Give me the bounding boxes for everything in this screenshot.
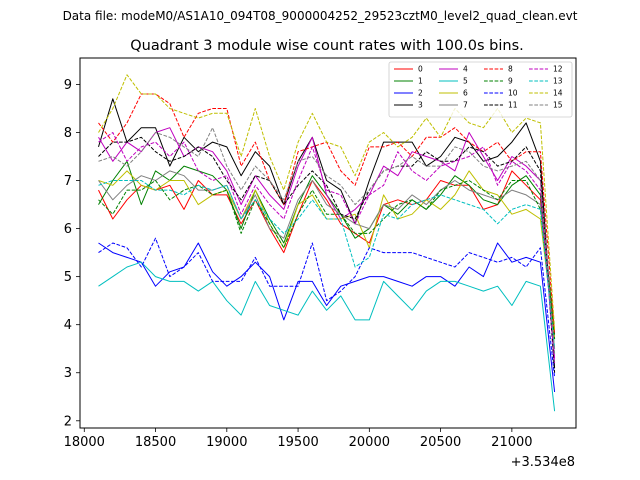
y-tick-label: 6 bbox=[64, 222, 72, 237]
y-tick-label: 8 bbox=[64, 126, 72, 141]
x-offset-label: +3.534e8 bbox=[511, 455, 575, 470]
x-tick-label: 20000 bbox=[349, 435, 390, 450]
tick-layer: 18000 18500 19000 19500 20000 20500 21000 2 3 4 5 6… bbox=[64, 78, 533, 450]
legend-label-15: 15 bbox=[553, 101, 563, 110]
series-line-0 bbox=[98, 170, 556, 340]
series-line-1 bbox=[98, 160, 556, 335]
legend-label-14: 14 bbox=[553, 89, 563, 98]
legend-label-12: 12 bbox=[553, 65, 563, 74]
x-tick-label: 18000 bbox=[64, 435, 105, 450]
chart-suptitle: Data file: modeM0/AS1A10_094T08_90000042… bbox=[63, 9, 578, 23]
x-tick-label: 19500 bbox=[277, 435, 318, 450]
series-line-2 bbox=[98, 242, 556, 393]
legend-label-2: 2 bbox=[418, 89, 423, 98]
legend-label-1: 1 bbox=[418, 77, 423, 86]
series-line-4 bbox=[98, 127, 556, 359]
series-line-7 bbox=[98, 170, 556, 349]
series-layer bbox=[98, 74, 556, 412]
legend-label-8: 8 bbox=[508, 65, 513, 74]
series-line-14 bbox=[98, 74, 556, 330]
y-tick-label: 4 bbox=[64, 318, 72, 333]
chart-title: Quadrant 3 module wise count rates with … bbox=[130, 38, 524, 54]
axes-frame bbox=[79, 57, 577, 429]
x-tick-label: 20500 bbox=[420, 435, 461, 450]
y-tick-label: 3 bbox=[64, 366, 72, 381]
y-tick-label: 7 bbox=[64, 174, 72, 189]
legend-label-9: 9 bbox=[508, 77, 513, 86]
legend-label-6: 6 bbox=[463, 89, 468, 98]
legend-label-5: 5 bbox=[463, 77, 468, 86]
y-tick-label: 5 bbox=[64, 270, 72, 285]
y-tick-label: 9 bbox=[64, 78, 72, 93]
legend-frame bbox=[388, 61, 573, 118]
series-line-12 bbox=[98, 132, 556, 364]
legend-label-0: 0 bbox=[418, 65, 423, 74]
y-tick-label: 2 bbox=[64, 414, 72, 429]
x-tick-label: 21000 bbox=[491, 435, 532, 450]
series-line-5 bbox=[98, 261, 556, 412]
series-line-10 bbox=[98, 237, 556, 378]
x-tick-label: 19000 bbox=[206, 435, 247, 450]
series-line-9 bbox=[98, 180, 556, 340]
legend-label-4: 4 bbox=[463, 65, 468, 74]
series-line-15 bbox=[98, 127, 556, 354]
legend-label-13: 13 bbox=[553, 77, 563, 86]
series-line-13 bbox=[98, 180, 556, 349]
legend-label-7: 7 bbox=[463, 101, 468, 110]
x-tick-label: 18500 bbox=[135, 435, 176, 450]
legend-label-10: 10 bbox=[508, 89, 518, 98]
legend-label-3: 3 bbox=[418, 101, 423, 110]
series-line-3 bbox=[98, 98, 556, 368]
legend-label-11: 11 bbox=[508, 101, 518, 110]
